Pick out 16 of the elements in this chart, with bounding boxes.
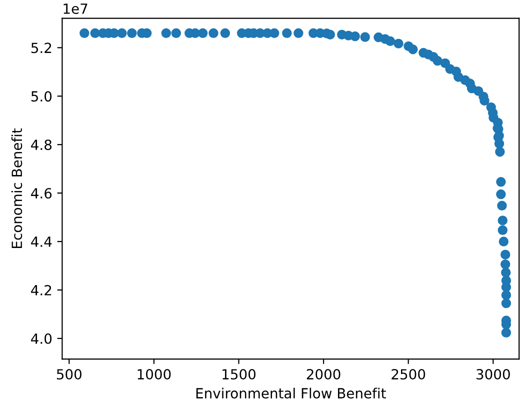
y-tick-label: 5.0 [31,91,52,102]
x-tick-label: 2000 [306,369,340,380]
x-tick-label: 500 [56,369,82,380]
x-tick-label: 1500 [222,369,256,380]
y-tick-label: 5.2 [31,42,52,54]
y-tick-label: 4.2 [31,284,52,296]
x-tick-label: 3000 [476,369,510,380]
y-tick-label: 4.8 [31,140,52,150]
x-axis-title: Environmental Flow Benefit [196,388,386,399]
text: 1e7 [64,4,88,14]
y-tick-label: 4.4 [31,236,52,247]
x-tick-label: 1000 [138,369,171,380]
x-tick-label: 2500 [392,369,426,380]
y-tick-label: 4.0 [31,333,52,344]
y-tick-label: 4.6 [31,188,52,199]
y-axis-title: Economic Benefit [11,128,22,248]
